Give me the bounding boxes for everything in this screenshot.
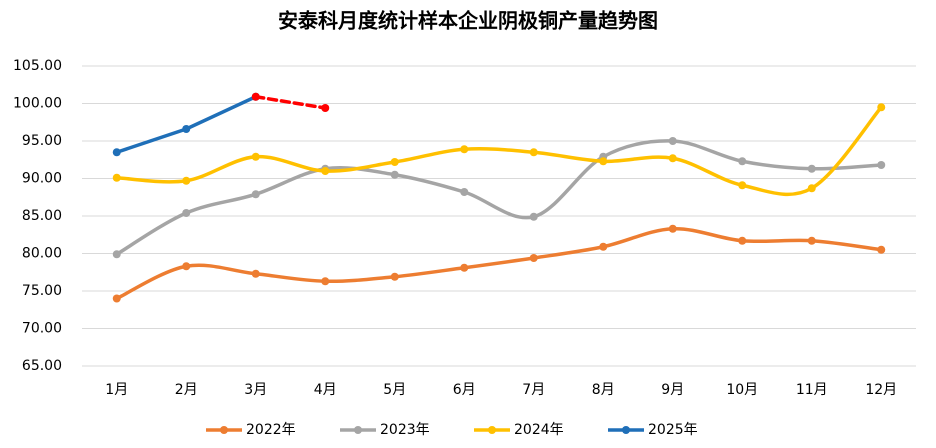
data-point xyxy=(877,161,886,169)
data-point xyxy=(182,125,191,133)
data-point xyxy=(321,167,330,175)
data-point xyxy=(668,224,677,233)
x-tick-label: 3月 xyxy=(244,382,267,398)
series-line xyxy=(254,95,327,110)
series-line xyxy=(115,139,883,256)
x-tick-label: 5月 xyxy=(383,382,406,398)
data-point xyxy=(390,170,399,179)
y-tick-label: 80.00 xyxy=(22,246,62,262)
data-point xyxy=(738,181,747,190)
x-tick-label: 4月 xyxy=(314,382,337,398)
x-tick-label: 8月 xyxy=(592,382,615,398)
x-tick-label: 1月 xyxy=(105,382,128,398)
data-point xyxy=(251,269,260,278)
data-point xyxy=(321,277,330,286)
legend-label: 2024年 xyxy=(514,422,564,438)
data-point xyxy=(251,190,260,199)
data-point xyxy=(321,104,330,112)
data-point xyxy=(599,242,608,251)
series-line xyxy=(115,105,883,197)
data-point xyxy=(251,92,260,101)
data-point xyxy=(390,272,399,281)
data-point xyxy=(877,103,886,112)
data-point xyxy=(807,184,816,193)
data-point xyxy=(460,145,469,154)
x-tick-label: 7月 xyxy=(522,382,545,398)
data-point xyxy=(112,148,121,157)
data-point xyxy=(460,188,469,196)
data-point xyxy=(668,154,677,163)
data-point xyxy=(738,236,747,245)
data-point xyxy=(877,245,886,254)
legend-label: 2025年 xyxy=(648,422,698,438)
data-point xyxy=(182,176,191,185)
data-point xyxy=(599,157,608,166)
legend-marker xyxy=(220,426,228,434)
data-point xyxy=(112,294,121,303)
data-point xyxy=(182,209,191,217)
data-point xyxy=(182,262,191,271)
data-point xyxy=(529,148,538,157)
legend-marker xyxy=(488,426,496,434)
y-tick-label: 70.00 xyxy=(22,321,62,337)
legend-marker xyxy=(622,426,630,434)
data-point xyxy=(738,157,747,166)
data-point xyxy=(460,263,469,272)
legend-label: 2023年 xyxy=(380,422,430,438)
y-tick-label: 105.00 xyxy=(13,58,62,74)
y-tick-label: 90.00 xyxy=(22,171,62,187)
data-point xyxy=(390,158,399,166)
x-tick-label: 12月 xyxy=(865,382,897,398)
x-tick-label: 11月 xyxy=(796,382,828,398)
x-tick-label: 9月 xyxy=(661,382,684,398)
series-line xyxy=(115,226,883,301)
y-tick-label: 95.00 xyxy=(22,133,62,149)
data-point xyxy=(668,137,677,145)
y-tick-label: 65.00 xyxy=(22,358,62,374)
chart-title: 安泰科月度统计样本企业阴极铜产量趋势图 xyxy=(278,9,658,33)
legend-marker xyxy=(354,426,362,434)
data-point xyxy=(529,254,538,262)
data-point xyxy=(807,164,816,173)
y-tick-label: 85.00 xyxy=(22,208,62,224)
y-tick-label: 75.00 xyxy=(22,283,62,299)
data-point xyxy=(529,212,538,221)
x-tick-label: 2月 xyxy=(175,382,198,398)
x-tick-label: 10月 xyxy=(726,382,758,398)
data-point xyxy=(807,236,816,245)
series-line xyxy=(115,95,258,154)
x-tick-label: 6月 xyxy=(453,382,476,398)
data-point xyxy=(251,152,260,161)
legend-label: 2022年 xyxy=(246,422,296,438)
y-tick-label: 100.00 xyxy=(13,96,62,112)
data-point xyxy=(112,250,121,259)
data-point xyxy=(112,173,121,182)
